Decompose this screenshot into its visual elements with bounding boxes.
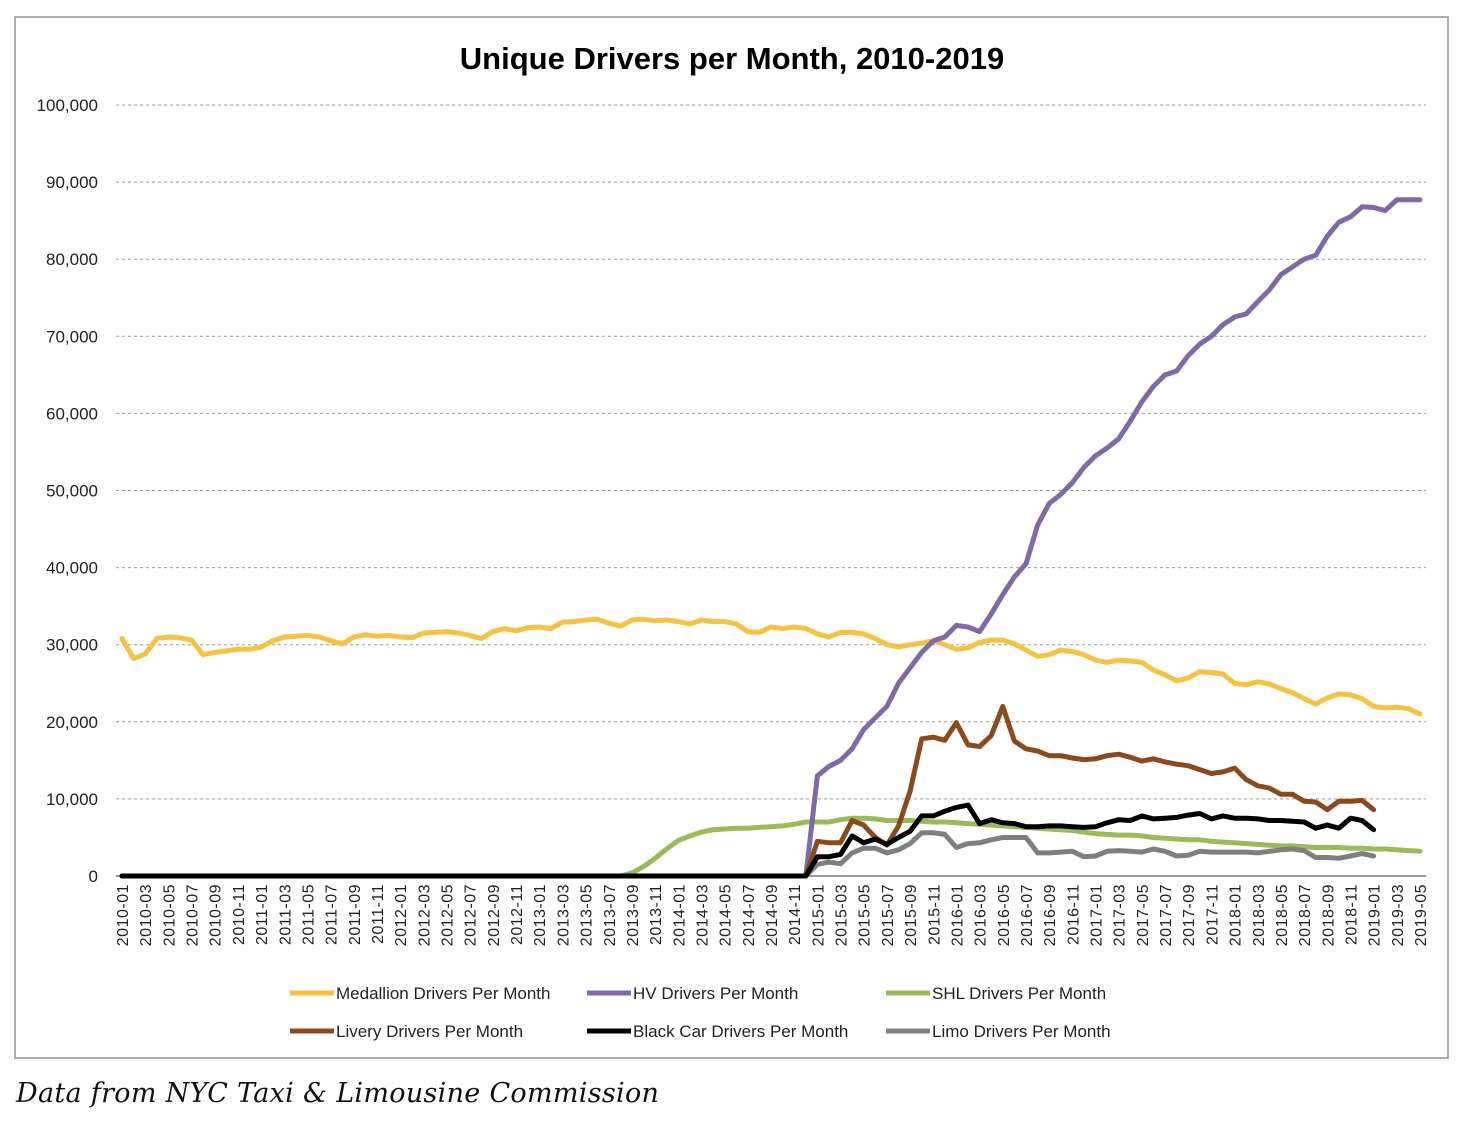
x-tick-label: 2016-05 xyxy=(996,884,1013,946)
x-tick-label: 2013-03 xyxy=(555,884,572,946)
y-tick-label: 40,000 xyxy=(46,559,98,578)
x-tick-label: 2019-05 xyxy=(1413,884,1430,946)
x-tick-label: 2016-09 xyxy=(1042,884,1059,946)
y-tick-label: 100,000 xyxy=(37,96,98,115)
x-tick-label: 2018-03 xyxy=(1251,884,1268,946)
y-tick-label: 30,000 xyxy=(46,636,98,655)
x-tick-label: 2013-11 xyxy=(648,884,665,945)
series-line-hv-drivers-per-month xyxy=(119,197,1423,879)
x-tick-label: 2018-07 xyxy=(1297,884,1314,946)
x-tick-label: 2018-01 xyxy=(1228,884,1245,946)
x-tick-label: 2011-07 xyxy=(324,884,341,945)
x-tick-label: 2015-03 xyxy=(834,884,851,946)
x-tick-label: 2016-01 xyxy=(949,884,966,946)
x-tick-label: 2012-11 xyxy=(509,884,526,945)
x-tick-label: 2010-05 xyxy=(161,884,178,946)
x-tick-label: 2015-05 xyxy=(857,884,874,946)
x-tick-label: 2013-01 xyxy=(532,884,549,946)
x-tick-label: 2017-05 xyxy=(1135,884,1152,946)
x-tick-label: 2019-03 xyxy=(1390,884,1407,946)
series-line-shl-drivers-per-month xyxy=(119,815,1423,879)
x-tick-label: 2016-07 xyxy=(1019,884,1036,946)
x-tick-label: 2014-07 xyxy=(741,884,758,946)
x-tick-label: 2013-07 xyxy=(602,884,619,946)
legend-label: Medallion Drivers Per Month xyxy=(336,984,550,1003)
x-tick-label: 2018-11 xyxy=(1343,884,1360,945)
x-tick-label: 2012-05 xyxy=(440,884,457,946)
x-tick-label: 2011-03 xyxy=(277,884,294,945)
y-tick-label: 50,000 xyxy=(46,482,98,501)
x-tick-label: 2015-09 xyxy=(903,884,920,946)
x-tick-label: 2017-03 xyxy=(1112,884,1129,946)
x-tick-label: 2012-09 xyxy=(486,884,503,946)
x-tick-label: 2017-11 xyxy=(1204,884,1221,945)
x-tick-label: 2018-05 xyxy=(1274,884,1291,946)
x-tick-label: 2017-01 xyxy=(1089,884,1106,946)
x-tick-label: 2012-07 xyxy=(463,884,480,946)
x-tick-label: 2010-09 xyxy=(208,884,225,946)
y-tick-label: 90,000 xyxy=(46,173,98,192)
x-tick-label: 2016-03 xyxy=(973,884,990,946)
x-tick-label: 2010-07 xyxy=(185,884,202,946)
series-line-medallion-drivers-per-month xyxy=(119,616,1423,717)
legend-label: SHL Drivers Per Month xyxy=(932,984,1106,1003)
x-tick-label: 2014-11 xyxy=(787,884,804,945)
x-tick-label: 2010-03 xyxy=(138,884,155,946)
series-line-black-car-drivers-per-month xyxy=(119,802,1377,879)
y-tick-label: 60,000 xyxy=(46,404,98,423)
x-tick-label: 2019-01 xyxy=(1367,884,1384,946)
series-line-livery-drivers-per-month xyxy=(119,703,1377,879)
legend-label: Limo Drivers Per Month xyxy=(932,1022,1111,1041)
x-tick-label: 2017-09 xyxy=(1181,884,1198,946)
x-tick-label: 2014-09 xyxy=(764,884,781,946)
chart-title: Unique Drivers per Month, 2010-2019 xyxy=(460,41,1004,76)
x-tick-label: 2013-09 xyxy=(625,884,642,946)
x-tick-label: 2015-11 xyxy=(926,884,943,945)
x-tick-label: 2010-01 xyxy=(115,884,132,946)
x-tick-label: 2014-03 xyxy=(694,884,711,946)
x-tick-label: 2012-03 xyxy=(416,884,433,946)
x-tick-label: 2010-11 xyxy=(231,884,248,945)
y-tick-label: 70,000 xyxy=(46,327,98,346)
x-tick-label: 2014-05 xyxy=(718,884,735,946)
footnote: Data from NYC Taxi & Limousine Commissio… xyxy=(16,1078,660,1109)
y-tick-label: 10,000 xyxy=(46,790,98,809)
y-tick-label: 80,000 xyxy=(46,250,98,269)
x-tick-label: 2013-05 xyxy=(579,884,596,946)
y-tick-label: 20,000 xyxy=(46,713,98,732)
x-tick-label: 2011-11 xyxy=(370,884,387,944)
legend-label: Black Car Drivers Per Month xyxy=(633,1022,848,1041)
x-tick-label: 2011-01 xyxy=(254,884,271,945)
x-tick-label: 2011-05 xyxy=(300,884,317,945)
chart-frame xyxy=(14,16,1449,1059)
x-tick-label: 2016-11 xyxy=(1065,884,1082,945)
x-tick-label: 2017-07 xyxy=(1158,884,1175,946)
x-tick-label: 2015-07 xyxy=(880,884,897,946)
y-tick-label: 0 xyxy=(89,867,98,886)
x-tick-label: 2012-01 xyxy=(393,884,410,946)
x-tick-label: 2018-09 xyxy=(1320,884,1337,946)
x-tick-label: 2011-09 xyxy=(347,884,364,945)
x-tick-label: 2015-01 xyxy=(810,884,827,946)
legend-label: Livery Drivers Per Month xyxy=(336,1022,523,1041)
legend-label: HV Drivers Per Month xyxy=(633,984,798,1003)
x-tick-label: 2014-01 xyxy=(671,884,688,946)
